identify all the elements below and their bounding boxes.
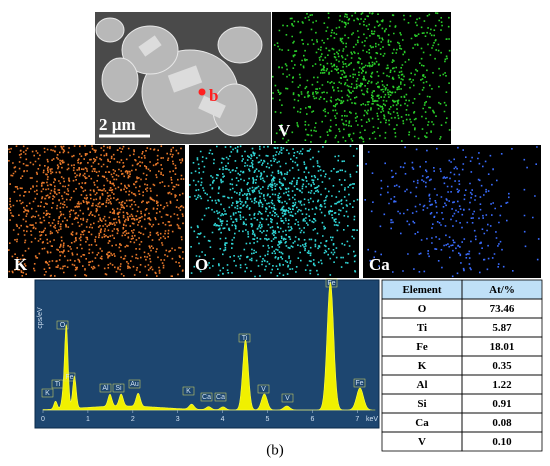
peak-label: K [45, 390, 50, 397]
table-value: Ti [417, 322, 427, 334]
peak-label-box [41, 388, 54, 398]
peak-label-box [325, 278, 338, 288]
composition-table: Element At/% O 73.46 Ti 5.87 Fe 18.01 K 0.35 Al 1.2… [381, 279, 543, 452]
map-label: K [14, 255, 28, 274]
table-value: Si [417, 398, 426, 410]
map-label: Ca [369, 255, 390, 274]
peak-label: Fe [65, 374, 73, 381]
peak-label-box [214, 392, 227, 402]
table-value: Al [417, 379, 428, 391]
x-tick-label: 5 [266, 416, 270, 423]
spectrum-trace [42, 281, 376, 411]
map-dots [272, 12, 451, 144]
x-tick-label: 4 [221, 416, 225, 423]
spectrum-labels: K Ti O Fe Al Si Au K Ca Ca Ti V V Fe Fe 0 1 2 3 4 5 6 7 keV [41, 278, 378, 423]
table-value: 0.35 [492, 360, 512, 372]
table-value: Fe [416, 341, 428, 353]
peak-label: Fe [355, 380, 363, 387]
peak-label: K [186, 388, 191, 395]
map-background [363, 145, 541, 278]
table-value: O [418, 303, 427, 315]
map-dots [189, 145, 359, 278]
x-tick-label: 2 [131, 416, 135, 423]
spectrum-panel [35, 280, 379, 428]
y-axis-label: cps/eV [37, 307, 44, 329]
table-value: 0.10 [492, 436, 512, 448]
peak-label-box [182, 386, 195, 396]
x-tick-label: 3 [176, 416, 180, 423]
x-unit: keV [366, 416, 378, 423]
peak-label-box [56, 320, 69, 330]
table-value: 5.87 [492, 322, 512, 334]
peak-label-box [200, 392, 213, 402]
peak-label: Si [115, 385, 122, 392]
table-value: K [418, 360, 427, 372]
map-background [272, 12, 451, 144]
table-cell [461, 431, 543, 452]
caption: (b) [266, 442, 284, 458]
peak-label-box [51, 379, 64, 389]
peak-label: Al [102, 385, 109, 392]
peak-label-box [63, 372, 76, 382]
element-maps: V K O Ca [8, 12, 541, 278]
table-value: Ca [415, 417, 429, 429]
point-marker [198, 88, 206, 96]
peak-label-box [112, 383, 125, 393]
spectrum-border [34, 279, 380, 429]
sem-highlights [138, 35, 226, 119]
peak-label: O [60, 322, 66, 329]
table-header: At/% [489, 284, 515, 296]
map-label: O [195, 255, 208, 274]
map-label: V [278, 121, 291, 140]
peak-label: Ti [55, 381, 61, 388]
x-tick-label: 6 [310, 416, 314, 423]
table-value: 73.46 [490, 303, 515, 315]
peak-label-box [99, 383, 112, 393]
table-value: 1.22 [492, 379, 512, 391]
peak-label-box [257, 384, 270, 394]
table-value: V [418, 436, 426, 448]
peak-label-box [238, 333, 251, 343]
table-value: 0.91 [492, 398, 511, 410]
x-tick-label: 7 [355, 416, 359, 423]
peak-label: Ti [242, 335, 248, 342]
peak-label: V [261, 386, 266, 393]
table-value: 0.08 [492, 417, 512, 429]
point-label: b [209, 86, 218, 105]
peak-label-box [353, 378, 366, 388]
peak-label: Fe [327, 280, 335, 287]
peak-label: Au [130, 381, 139, 388]
scale-label: 2 µm [99, 115, 136, 134]
x-tick-label: 0 [41, 416, 45, 423]
peak-label-box [281, 393, 294, 403]
x-tick-label: 1 [86, 416, 90, 423]
table-header: Element [402, 284, 441, 296]
map-dots [8, 145, 185, 277]
peak-label: Ca [202, 394, 211, 401]
peak-label-box [128, 379, 141, 389]
peak-label: V [285, 395, 290, 402]
peak-label: Ca [216, 394, 225, 401]
table-value: 18.01 [490, 341, 515, 353]
